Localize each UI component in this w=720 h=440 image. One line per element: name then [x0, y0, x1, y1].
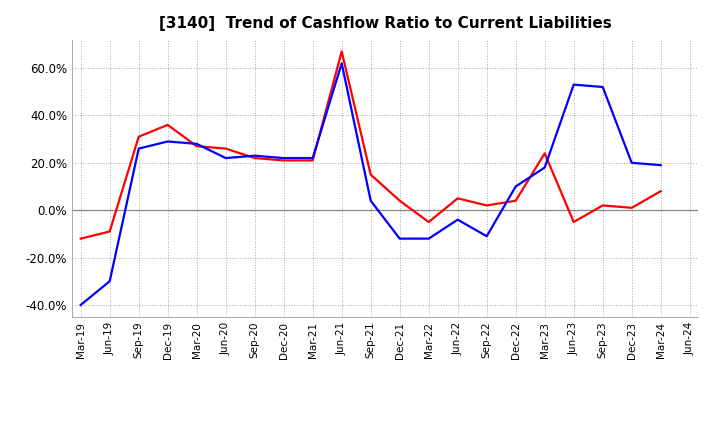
Operating CF to Current Liabilities [338, 49, 346, 54]
Free CF to Current Liabilities [454, 217, 462, 222]
Free CF to Current Liabilities [163, 139, 172, 144]
Free CF to Current Liabilities [657, 162, 665, 168]
Free CF to Current Liabilities [105, 279, 114, 284]
Operating CF to Current Liabilities [76, 236, 85, 241]
Title: [3140]  Trend of Cashflow Ratio to Current Liabilities: [3140] Trend of Cashflow Ratio to Curren… [159, 16, 611, 32]
Free CF to Current Liabilities [192, 141, 201, 147]
Free CF to Current Liabilities [482, 234, 491, 239]
Line: Operating CF to Current Liabilities: Operating CF to Current Liabilities [81, 51, 661, 238]
Operating CF to Current Liabilities [135, 134, 143, 139]
Free CF to Current Liabilities [279, 155, 288, 161]
Line: Free CF to Current Liabilities: Free CF to Current Liabilities [81, 63, 661, 305]
Free CF to Current Liabilities [424, 236, 433, 241]
Operating CF to Current Liabilities [627, 205, 636, 210]
Operating CF to Current Liabilities [511, 198, 520, 203]
Free CF to Current Liabilities [366, 198, 375, 203]
Operating CF to Current Liabilities [163, 122, 172, 128]
Operating CF to Current Liabilities [395, 198, 404, 203]
Operating CF to Current Liabilities [424, 220, 433, 225]
Operating CF to Current Liabilities [657, 189, 665, 194]
Operating CF to Current Liabilities [308, 158, 317, 163]
Free CF to Current Liabilities [76, 302, 85, 308]
Free CF to Current Liabilities [598, 84, 607, 90]
Operating CF to Current Liabilities [482, 203, 491, 208]
Operating CF to Current Liabilities [105, 229, 114, 234]
Free CF to Current Liabilities [511, 184, 520, 189]
Free CF to Current Liabilities [308, 155, 317, 161]
Operating CF to Current Liabilities [279, 158, 288, 163]
Operating CF to Current Liabilities [221, 146, 230, 151]
Operating CF to Current Liabilities [454, 196, 462, 201]
Free CF to Current Liabilities [251, 153, 259, 158]
Operating CF to Current Liabilities [570, 220, 578, 225]
Operating CF to Current Liabilities [366, 172, 375, 177]
Free CF to Current Liabilities [570, 82, 578, 87]
Free CF to Current Liabilities [541, 165, 549, 170]
Operating CF to Current Liabilities [541, 150, 549, 156]
Operating CF to Current Liabilities [251, 155, 259, 161]
Free CF to Current Liabilities [338, 61, 346, 66]
Free CF to Current Liabilities [395, 236, 404, 241]
Operating CF to Current Liabilities [598, 203, 607, 208]
Free CF to Current Liabilities [221, 155, 230, 161]
Free CF to Current Liabilities [135, 146, 143, 151]
Operating CF to Current Liabilities [192, 143, 201, 149]
Free CF to Current Liabilities [627, 160, 636, 165]
